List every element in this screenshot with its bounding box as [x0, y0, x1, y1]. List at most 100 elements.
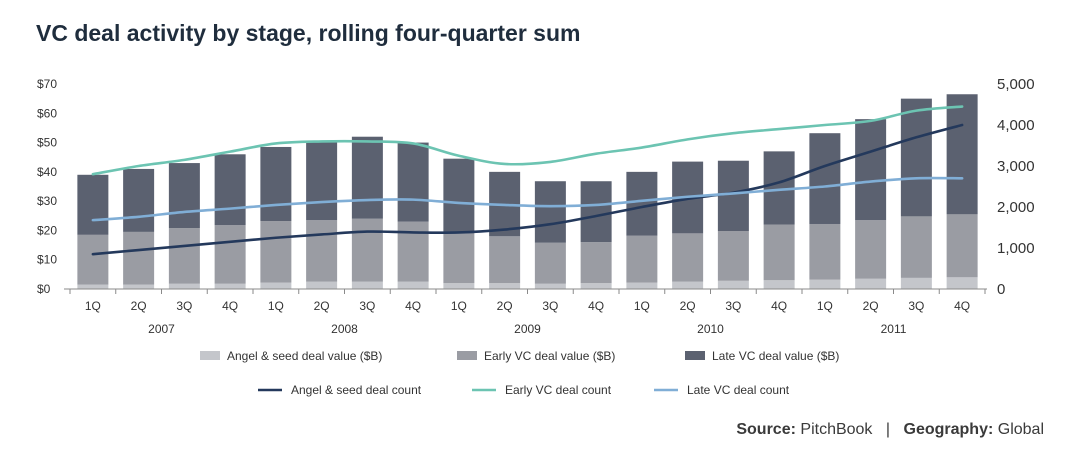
early-vc-bar [214, 225, 246, 284]
early-vc-bar [717, 231, 749, 281]
left-axis-tick-label: $60 [37, 106, 57, 120]
left-axis-tick-label: $10 [37, 253, 57, 267]
angel-seed-bar [946, 277, 978, 289]
angel-seed-bar [809, 279, 841, 289]
early-vc-bar [946, 214, 978, 278]
x-year-label: 2009 [514, 322, 541, 336]
angel-seed-bar [626, 282, 658, 289]
angel-seed-bar [306, 281, 338, 289]
x-tick-label: 1Q [817, 299, 833, 313]
x-tick-label: 2Q [314, 299, 330, 313]
x-tick-label: 4Q [588, 299, 604, 313]
early-vc-bar [306, 220, 338, 282]
angel-seed-bar [717, 280, 749, 289]
angel-seed-bar [489, 283, 521, 289]
angel-seed-bar [443, 283, 475, 289]
late-vc-bar [855, 119, 887, 221]
x-tick-label: 1Q [634, 299, 650, 313]
x-tick-label: 3Q [908, 299, 924, 313]
geography-label: Geography: [903, 421, 994, 438]
angel-seed-bar [123, 284, 155, 289]
late-vc-bar [168, 163, 200, 229]
early-vc-count-line [91, 105, 964, 176]
x-tick-label: 2Q [863, 299, 879, 313]
late-vc-bar [77, 174, 109, 235]
early-vc-bar [534, 242, 566, 284]
x-tick-label: 1Q [451, 299, 467, 313]
angel-seed-count-line [91, 123, 964, 256]
early-vc-bar [672, 233, 704, 282]
early-vc-bar [809, 223, 841, 280]
early-vc-bar [260, 221, 292, 283]
early-vc-bar [626, 235, 658, 283]
right-axis-tick-label: 0 [997, 281, 1005, 298]
late-vc-bar [717, 160, 749, 232]
late-vc-bar [443, 158, 475, 234]
x-year-label: 2007 [148, 322, 175, 336]
early-vc-bar [763, 224, 795, 281]
x-tick-label: 1Q [85, 299, 101, 313]
late-vc-bar [900, 98, 932, 217]
x-tick-label: 2Q [131, 299, 147, 313]
late-vc-bar [580, 181, 612, 243]
x-tick-label: 4Q [954, 299, 970, 313]
early-vc-bar [123, 231, 155, 285]
legend-early-vc-value-swatch [457, 351, 477, 360]
x-year-label: 2011 [881, 322, 907, 336]
x-tick-label: 4Q [222, 299, 238, 313]
angel-seed-bar [168, 283, 200, 289]
x-tick-label: 3Q [176, 299, 192, 313]
source-separator: | [885, 421, 891, 438]
late-vc-bar [534, 181, 566, 243]
legend-early-vc-value-label: Early VC deal value ($B) [484, 349, 615, 363]
left-axis-tick-label: $0 [37, 282, 51, 296]
legend-late-vc-value-swatch [685, 351, 705, 360]
left-axis-tick-label: $30 [37, 194, 57, 208]
right-axis-tick-label: 2,000 [997, 199, 1035, 216]
x-tick-label: 1Q [268, 299, 284, 313]
early-vc-bar [397, 221, 429, 282]
source-value: PitchBook [800, 421, 873, 438]
angel-seed-bar [855, 278, 887, 289]
early-vc-bar [900, 216, 932, 278]
right-axis-tick-label: 4,000 [997, 117, 1035, 134]
early-vc-bar [77, 234, 109, 285]
left-axis-tick-label: $50 [37, 136, 57, 150]
x-year-label: 2010 [697, 322, 724, 336]
x-tick-label: 3Q [359, 299, 375, 313]
angel-seed-bar [672, 281, 704, 289]
legend-late-vc-count-label: Late VC deal count [687, 383, 790, 397]
right-axis-tick-label: 5,000 [997, 76, 1035, 93]
late-vc-bar [123, 168, 155, 232]
angel-seed-bar [214, 283, 246, 289]
geography-value: Global [997, 421, 1044, 438]
left-axis-tick-label: $70 [37, 77, 57, 91]
angel-seed-bar [77, 284, 109, 289]
late-vc-bar [214, 154, 246, 226]
right-axis-tick-label: 1,000 [997, 240, 1035, 257]
late-vc-bar [306, 141, 338, 221]
x-tick-label: 3Q [542, 299, 558, 313]
angel-seed-bar [580, 283, 612, 289]
source-label: Source: [736, 421, 796, 438]
early-vc-bar [351, 218, 383, 282]
legend-angel-seed-value-swatch [200, 351, 220, 360]
angel-seed-bar [534, 283, 566, 289]
legend-angel-seed-value-label: Angel & seed deal value ($B) [227, 349, 382, 363]
angel-seed-bar [900, 277, 932, 289]
x-tick-label: 4Q [771, 299, 787, 313]
angel-seed-bar [397, 281, 429, 289]
early-vc-bar [580, 242, 612, 284]
early-vc-bar [489, 236, 521, 284]
legend-angel-seed-count-label: Angel & seed deal count [291, 383, 422, 397]
chart-title: VC deal activity by stage, rolling four-… [36, 20, 581, 46]
early-vc-bar [168, 228, 200, 284]
left-axis-tick-label: $20 [37, 223, 57, 237]
source-note: Source: PitchBook | Geography: Global [736, 421, 1044, 439]
late-vc-bar [946, 94, 978, 215]
late-vc-count-line [91, 176, 964, 222]
left-axis-tick-label: $40 [37, 165, 57, 179]
legend-late-vc-value-label: Late VC deal value ($B) [712, 349, 839, 363]
legend-early-vc-count-label: Early VC deal count [505, 383, 612, 397]
early-vc-bar [855, 220, 887, 279]
